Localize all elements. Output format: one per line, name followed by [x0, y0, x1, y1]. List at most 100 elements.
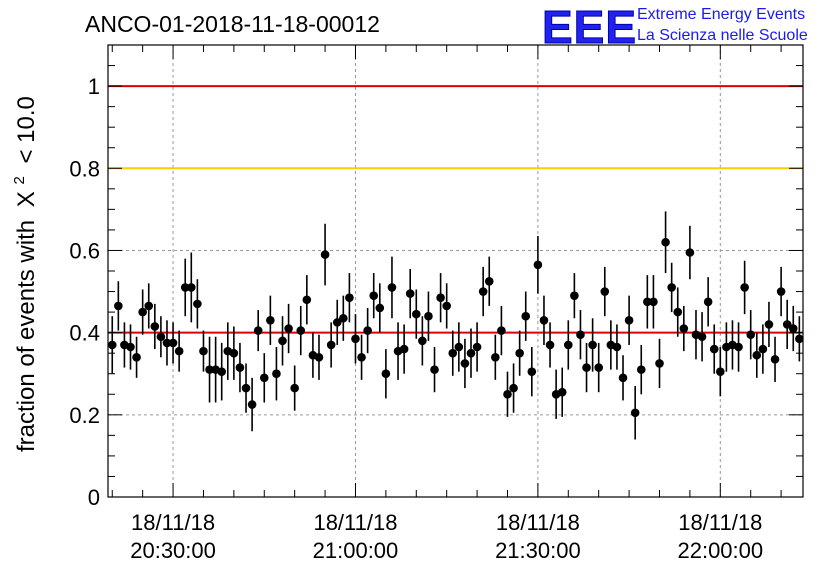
point-marker	[217, 367, 227, 376]
data-point	[217, 342, 227, 401]
point-marker	[448, 348, 458, 358]
data-point	[466, 328, 476, 378]
point-marker	[557, 387, 567, 397]
data-point	[381, 349, 391, 399]
data-point	[472, 322, 482, 372]
point-marker	[612, 342, 622, 352]
x-tick-label-time: 21:30:00	[495, 538, 581, 563]
point-marker	[716, 367, 725, 376]
point-marker	[649, 297, 658, 307]
y-tick-label: 0.6	[69, 238, 100, 263]
data-point	[746, 310, 756, 360]
grid-lines	[108, 45, 803, 497]
data-point	[643, 275, 652, 329]
data-point	[193, 279, 202, 329]
data-point	[582, 342, 591, 393]
data-point	[679, 305, 689, 352]
point-marker	[369, 291, 379, 300]
point-marker	[272, 369, 281, 379]
data-point	[497, 305, 506, 356]
point-marker	[235, 363, 245, 372]
data-point	[399, 324, 409, 374]
point-marker	[375, 303, 385, 313]
point-marker	[199, 346, 208, 356]
point-marker	[454, 342, 464, 352]
data-point	[442, 283, 451, 329]
data-point	[734, 322, 743, 372]
data-point	[259, 353, 269, 403]
data-points	[107, 211, 804, 440]
data-point	[114, 281, 123, 331]
data-point	[284, 303, 293, 354]
point-marker	[618, 373, 628, 383]
point-marker	[497, 326, 506, 335]
y-axis-label-symbol: X	[13, 191, 40, 207]
point-marker	[782, 320, 792, 329]
data-point	[703, 277, 713, 327]
point-marker	[430, 365, 439, 374]
point-marker	[509, 383, 518, 393]
data-point	[588, 318, 597, 372]
data-point	[448, 330, 458, 376]
y-tick-label: 0.2	[69, 403, 100, 428]
data-point	[460, 338, 470, 389]
data-point	[770, 336, 780, 382]
data-point	[174, 330, 184, 372]
point-marker	[491, 352, 500, 362]
y-axis-label-threshold: < 10.0	[13, 96, 40, 163]
data-point	[557, 367, 567, 417]
data-point	[515, 330, 524, 376]
point-marker	[290, 383, 299, 393]
point-marker	[351, 334, 360, 344]
data-point	[345, 273, 354, 323]
data-point	[272, 347, 281, 401]
point-marker	[563, 340, 573, 350]
data-point	[418, 316, 427, 366]
point-marker	[193, 299, 202, 309]
point-marker	[673, 307, 683, 317]
data-point	[339, 295, 348, 341]
data-point	[539, 295, 549, 345]
point-marker	[436, 293, 445, 303]
data-point	[296, 305, 306, 356]
point-marker	[253, 326, 263, 335]
point-marker	[788, 324, 798, 333]
point-marker	[624, 316, 634, 325]
data-point	[503, 371, 512, 417]
x-tick-label-date: 18/11/18	[313, 510, 397, 535]
data-point	[162, 320, 172, 366]
eee-logo-mark: EEE	[542, 1, 637, 53]
chart-title: ANCO-01-2018-11-18-00012	[85, 11, 380, 37]
point-marker	[332, 318, 342, 327]
data-point	[521, 291, 531, 341]
point-marker	[107, 340, 117, 350]
point-marker	[144, 301, 154, 311]
point-marker	[643, 297, 652, 307]
point-marker	[636, 365, 646, 374]
data-point	[563, 320, 573, 370]
data-point	[527, 347, 537, 397]
data-point	[405, 268, 415, 319]
point-marker	[679, 324, 689, 333]
point-marker	[752, 350, 762, 360]
point-marker	[570, 291, 579, 300]
point-marker	[776, 287, 786, 296]
data-point	[454, 322, 464, 372]
data-point	[150, 303, 160, 350]
point-marker	[284, 324, 293, 333]
point-marker	[594, 363, 603, 372]
point-marker	[326, 340, 336, 350]
point-marker	[582, 363, 591, 372]
data-point	[278, 316, 287, 366]
eee-logo: EEE Extreme Energy Events La Scienza nel…	[542, 1, 808, 54]
point-marker	[758, 344, 768, 354]
data-point	[266, 295, 275, 345]
data-point	[545, 322, 555, 368]
data-point	[716, 347, 725, 397]
point-marker	[302, 295, 312, 305]
data-point	[661, 211, 670, 274]
point-marker	[132, 352, 141, 362]
point-marker	[399, 344, 409, 354]
data-point	[241, 363, 251, 413]
